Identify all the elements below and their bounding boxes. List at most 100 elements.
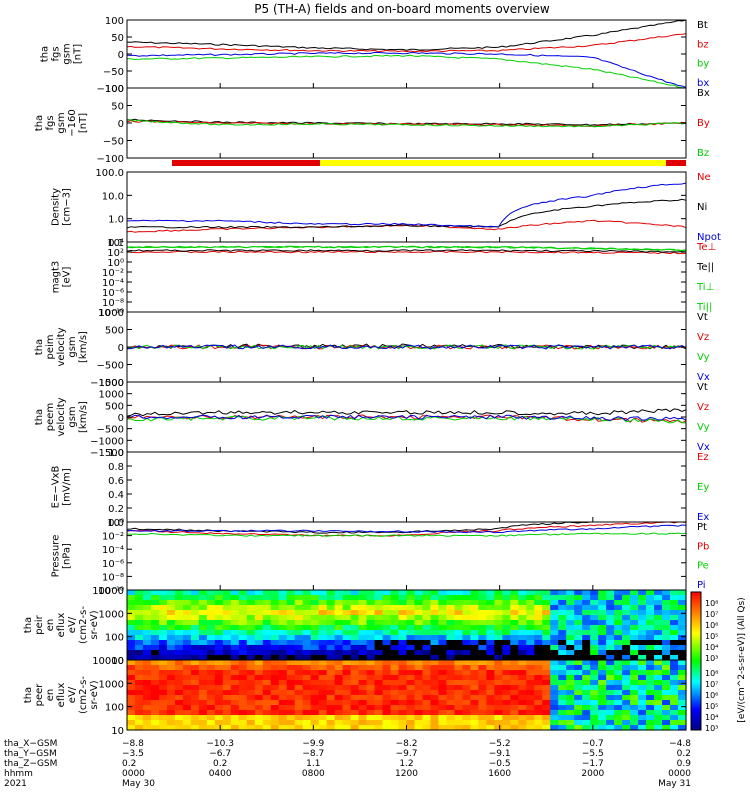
spectrogram-cell <box>534 650 543 656</box>
spectrogram-cell <box>182 620 192 626</box>
ylabel-line: sr-eV) <box>89 680 100 709</box>
spectrogram-cell <box>670 670 679 676</box>
spectrogram-cell <box>502 600 511 606</box>
spectrogram-cell <box>142 725 152 731</box>
spectrogram-cell <box>630 600 639 606</box>
spectrogram-cell <box>310 635 320 641</box>
spectrogram-cell <box>478 655 487 661</box>
spectrogram-cell <box>390 680 400 686</box>
spectrogram-cell <box>502 700 511 706</box>
spectrogram-cell <box>318 620 328 626</box>
spectrogram-cell <box>566 650 575 656</box>
spectrogram-cell <box>670 635 679 641</box>
spectrogram-cell <box>430 625 440 631</box>
spectrogram-cell <box>510 595 519 601</box>
spectrogram-cell <box>158 630 168 636</box>
spectrogram-cell <box>174 700 184 706</box>
spectrogram-cell <box>310 660 320 666</box>
spectrogram-cell <box>574 695 583 701</box>
spectrogram-cell <box>566 715 575 721</box>
spectrogram-cell <box>286 665 296 671</box>
spectrogram-cell <box>510 695 519 701</box>
spectrogram-cell <box>134 680 144 686</box>
spectrogram-cell <box>198 725 208 731</box>
spectrogram-cell <box>390 685 400 691</box>
spectrogram-cell <box>678 680 687 686</box>
spectrogram-cell <box>158 720 168 726</box>
spectrogram-cell <box>382 725 392 731</box>
spectrogram-cell <box>134 595 144 601</box>
xaxis-row-label: tha_Y−GSM <box>4 749 57 759</box>
spectrogram-cell <box>462 660 471 666</box>
spectrogram-cell <box>502 640 511 646</box>
spectrogram-cell <box>166 690 176 696</box>
spectrogram-cell <box>390 725 400 731</box>
spectrogram-cell <box>534 595 543 601</box>
spectrogram-cell <box>246 655 256 661</box>
spectrogram-cell <box>630 725 639 731</box>
ylabel-line: tha <box>23 687 34 703</box>
spectrogram-cell <box>558 700 567 706</box>
spectrogram-cell <box>254 680 264 686</box>
spectrogram-cell <box>678 715 687 721</box>
spectrogram-cell <box>127 665 136 671</box>
spectrogram-cell <box>166 635 176 641</box>
spectrogram-cell <box>422 630 432 636</box>
spectrogram-cell <box>510 710 519 716</box>
spectrogram-cell <box>214 680 224 686</box>
spectrogram-cell <box>318 710 328 716</box>
ylabel-line: [km/s] <box>78 401 89 433</box>
xaxis-value: 0.2 <box>677 749 691 759</box>
spectrogram-cell <box>510 665 519 671</box>
spectrogram-cell <box>526 690 535 696</box>
spectrogram-cell <box>526 620 535 626</box>
spectrogram-cell <box>222 695 232 701</box>
spectrogram-cell <box>166 605 176 611</box>
ylabel-line: (cm2-s- <box>78 606 89 644</box>
spectrogram-cell <box>246 595 256 601</box>
spectrogram-cell <box>358 725 368 731</box>
spectrogram-cell <box>550 605 559 611</box>
spectrogram-cell <box>262 635 272 641</box>
spectrogram-cell <box>550 650 559 656</box>
spectrogram-cell <box>534 605 543 611</box>
spectrogram-cell <box>598 640 607 646</box>
spectrogram-cell <box>678 620 687 626</box>
spectrogram-cell <box>462 690 471 696</box>
spectrogram-cell <box>590 600 599 606</box>
spectrogram-cell <box>654 625 663 631</box>
spectrogram-cell <box>294 615 304 621</box>
spectrogram-cell <box>622 615 631 621</box>
spectrogram-cell <box>366 630 376 636</box>
spectrogram-cell <box>398 700 408 706</box>
spectrogram-cell <box>422 700 432 706</box>
spectrogram-cell <box>158 685 168 691</box>
spectrogram-cell <box>182 640 192 646</box>
spectrogram-cell <box>214 595 224 601</box>
spectrogram-cell <box>374 690 384 696</box>
colorbar-tick-top: 10⁸ <box>705 599 718 608</box>
spectrogram-cell <box>582 650 591 656</box>
spectrogram-cell <box>230 645 240 651</box>
spectrogram-cell <box>622 610 631 616</box>
spectrogram-cell <box>270 685 280 691</box>
spectrogram-cell <box>190 695 200 701</box>
spectrogram-cell <box>366 660 376 666</box>
xaxis-row-label: tha_X−GSM <box>4 739 57 749</box>
spectrogram-cell <box>646 725 655 731</box>
spectrogram-cell <box>174 685 184 691</box>
spectrogram-cell <box>230 595 240 601</box>
spectrogram-cell <box>422 640 432 646</box>
spectrogram-cell <box>150 725 160 731</box>
spectrogram-cell <box>182 725 192 731</box>
spectrogram-cell <box>614 725 623 731</box>
spectrogram-cell <box>318 625 328 631</box>
spectrogram-cell <box>406 620 416 626</box>
spectrogram-cell <box>166 700 176 706</box>
spectrogram-cell <box>566 705 575 711</box>
spectrogram-cell <box>246 690 256 696</box>
spectrogram-cell <box>662 630 671 636</box>
spectrogram-cell <box>422 645 432 651</box>
orbit-bar-red-2 <box>666 160 686 166</box>
spectrogram-cell <box>366 680 376 686</box>
